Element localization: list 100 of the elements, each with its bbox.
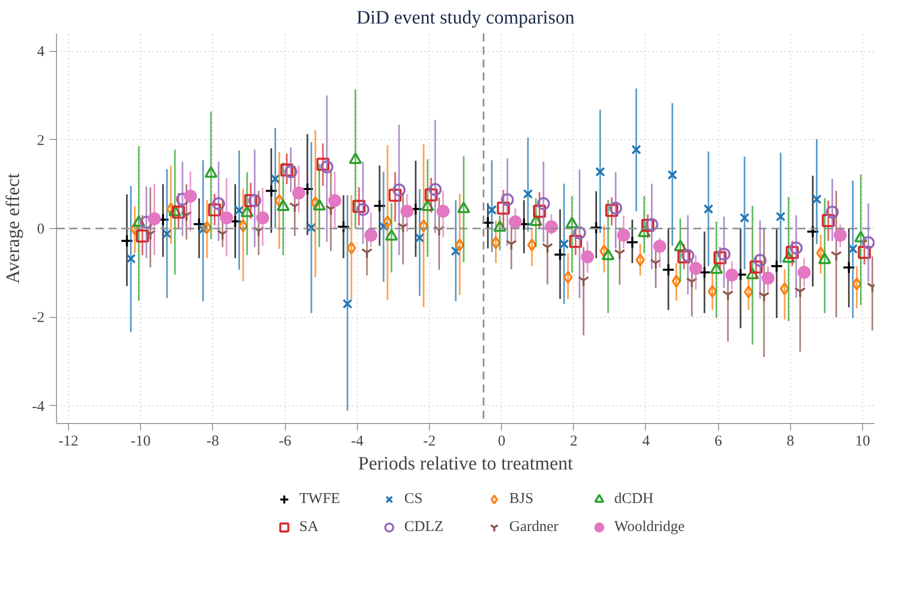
legend-label: TWFE [299,490,342,508]
point [508,215,522,228]
point [491,236,500,250]
point [306,222,316,233]
x-tick-label: -10 [130,434,151,450]
point [527,238,537,252]
point [292,186,306,200]
point [717,248,730,261]
point [595,166,606,177]
point [212,197,226,210]
point [641,218,654,232]
point [573,226,586,240]
point [356,202,370,216]
point [382,215,392,228]
point [744,285,754,298]
point [198,224,208,234]
point [496,202,510,215]
legend-label: CDLZ [404,518,444,536]
point [698,266,711,279]
point [346,242,356,254]
point [569,234,582,248]
x-tick-label: -2 [423,434,436,450]
point [790,242,803,254]
point [248,194,262,208]
point [645,218,658,231]
point [264,184,278,198]
point [244,194,258,208]
point [352,200,366,213]
point [590,221,603,234]
x-tick-label: 6 [714,434,722,450]
legend-label: Gardner [509,518,560,536]
point [605,204,618,217]
x-tick-label: 10 [855,434,870,450]
point [770,260,784,273]
point [834,228,847,242]
point [708,284,718,298]
point [373,199,386,212]
x-tick-label: 2 [570,434,578,450]
point [436,204,450,218]
point [750,260,763,274]
point [180,211,192,222]
point [328,194,342,208]
point [192,218,206,231]
point [455,238,464,252]
point [300,182,314,196]
point [172,206,186,219]
point [130,222,140,236]
point [812,194,822,204]
point [780,282,790,296]
point [284,165,298,178]
point [581,250,594,264]
x-axis-title: Periods relative to treatment [358,454,574,474]
point [378,221,388,232]
y-tick-label: 2 [37,132,44,149]
point [428,183,442,196]
y-tick-label: 0 [37,222,44,238]
point [216,230,228,240]
point [424,188,438,202]
point [722,290,734,302]
point [650,258,662,270]
point [858,246,871,259]
legend-label: SA [299,518,320,536]
point [725,268,738,282]
point [662,263,675,276]
point [653,240,666,253]
legend-label: BJS [509,490,534,508]
point [713,251,726,264]
x-tick-label: -8 [206,434,220,450]
point [414,232,425,243]
point [450,246,461,256]
point [554,248,567,262]
point [288,202,301,213]
point [400,204,414,218]
point [136,230,149,243]
point [238,219,248,232]
point [252,226,264,238]
point [848,244,858,254]
point [667,170,678,180]
point [816,246,826,260]
point [418,219,428,232]
point [681,249,694,262]
point [758,292,770,302]
point [126,254,136,264]
point [862,236,874,250]
point [826,206,839,219]
point [689,262,702,275]
point [162,228,172,239]
point [806,225,820,238]
x-tick-label: -12 [58,434,78,450]
point [397,222,409,234]
point [280,164,294,176]
x-tick-label: -4 [350,434,364,450]
point [392,183,406,196]
point [578,276,590,287]
point [542,242,554,254]
point [599,244,609,258]
point [316,158,330,171]
point [208,203,222,216]
point [506,240,518,251]
point [533,204,546,218]
